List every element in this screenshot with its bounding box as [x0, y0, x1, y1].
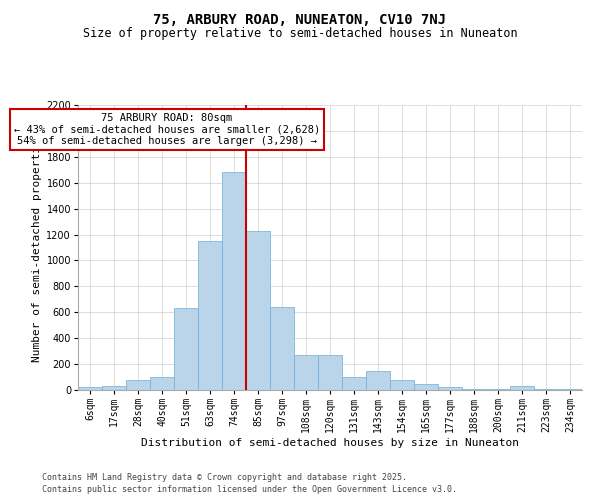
Text: 75, ARBURY ROAD, NUNEATON, CV10 7NJ: 75, ARBURY ROAD, NUNEATON, CV10 7NJ	[154, 12, 446, 26]
Bar	[126, 380, 150, 390]
Bar	[150, 377, 174, 390]
Text: Contains HM Land Registry data © Crown copyright and database right 2025.: Contains HM Land Registry data © Crown c…	[42, 472, 407, 482]
Y-axis label: Number of semi-detached properties: Number of semi-detached properties	[32, 132, 42, 362]
Bar	[390, 380, 414, 390]
Bar	[174, 308, 198, 390]
X-axis label: Distribution of semi-detached houses by size in Nuneaton: Distribution of semi-detached houses by …	[141, 438, 519, 448]
Bar	[294, 355, 318, 390]
Bar	[102, 386, 126, 390]
Bar	[438, 387, 462, 390]
Bar	[198, 241, 222, 390]
Text: 75 ARBURY ROAD: 80sqm
← 43% of semi-detached houses are smaller (2,628)
54% of s: 75 ARBURY ROAD: 80sqm ← 43% of semi-deta…	[14, 113, 320, 146]
Bar	[366, 370, 390, 390]
Bar	[342, 377, 366, 390]
Bar	[510, 386, 534, 390]
Bar	[462, 388, 486, 390]
Bar	[78, 387, 102, 390]
Bar	[318, 355, 342, 390]
Bar	[270, 307, 294, 390]
Text: Contains public sector information licensed under the Open Government Licence v3: Contains public sector information licen…	[42, 485, 457, 494]
Bar	[246, 230, 270, 390]
Bar	[222, 172, 246, 390]
Bar	[558, 388, 582, 390]
Text: Size of property relative to semi-detached houses in Nuneaton: Size of property relative to semi-detach…	[83, 28, 517, 40]
Bar	[414, 384, 438, 390]
